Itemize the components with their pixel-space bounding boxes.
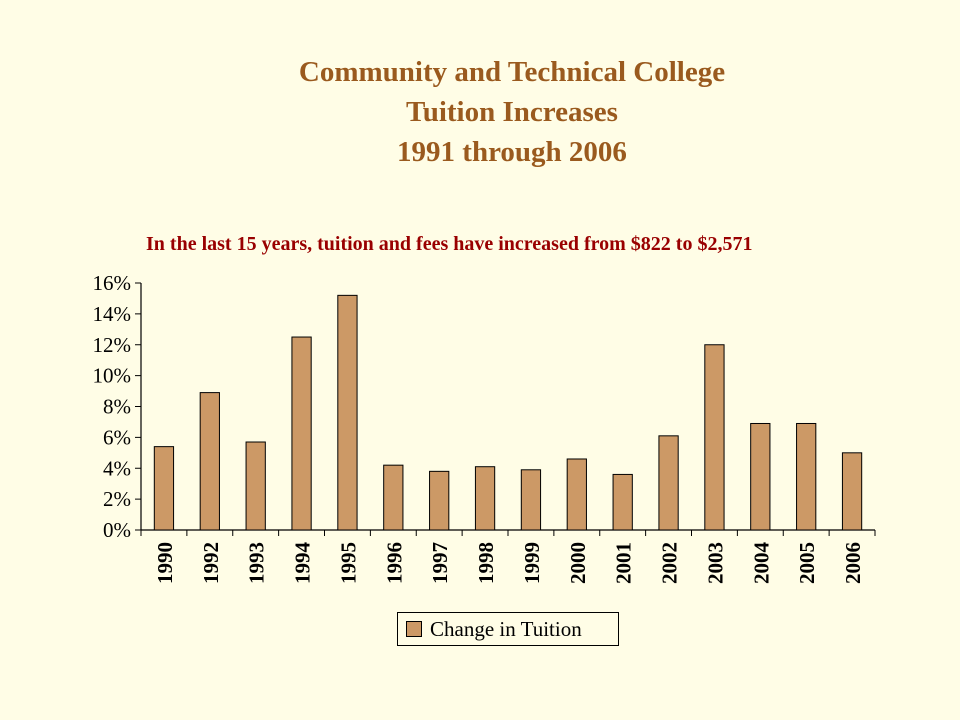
chart-legend: Change in Tuition [397, 612, 619, 646]
y-tick-label: 4% [103, 456, 131, 480]
y-tick-label: 10% [93, 364, 132, 388]
x-tick-label: 1990 [153, 542, 177, 584]
x-tick-label: 1996 [382, 542, 406, 584]
bar-2001 [612, 473, 633, 531]
chart-title: Community and Technical College Tuition … [0, 52, 960, 172]
x-tick-label: 1998 [474, 542, 498, 584]
bar-2003 [704, 344, 725, 531]
x-tick-label: 1995 [336, 542, 360, 584]
x-tick-label: 1994 [291, 542, 315, 585]
y-tick-label: 8% [103, 395, 131, 419]
bar-2002 [658, 435, 679, 531]
bar-2004 [750, 422, 771, 531]
bar-1993 [245, 441, 266, 531]
y-tick-label: 14% [93, 302, 132, 326]
legend-label: Change in Tuition [430, 616, 582, 641]
y-tick-label: 6% [103, 425, 131, 449]
x-tick-label: 1999 [520, 542, 544, 584]
x-tick-label: 2001 [612, 542, 636, 584]
x-tick-label: 1997 [428, 542, 452, 584]
title-line-1: Community and Technical College [298, 56, 726, 88]
bar-2005 [796, 422, 817, 531]
x-tick-label: 2000 [566, 542, 590, 584]
y-tick-label: 0% [103, 518, 131, 542]
title-line-3: 1991 through 2006 [397, 136, 627, 168]
x-tick-label: 2003 [703, 542, 727, 584]
legend-swatch [406, 621, 422, 637]
bar-2000 [566, 458, 587, 531]
bar-1995 [337, 294, 358, 531]
bar-1997 [429, 470, 450, 531]
x-tick-label: 1992 [199, 542, 223, 584]
bar-1992 [199, 392, 220, 531]
bar-1990 [153, 446, 175, 531]
bar-1998 [474, 466, 496, 531]
y-tick-label: 2% [103, 487, 131, 511]
bar-1994 [291, 336, 312, 531]
x-tick-label: 2002 [658, 542, 682, 584]
title-line-2: Tuition Increases [406, 96, 618, 128]
x-tick-label: 2005 [795, 542, 819, 584]
y-tick-label: 16% [93, 271, 132, 295]
x-tick-label: 2004 [749, 542, 773, 585]
bar-2006 [841, 452, 863, 531]
y-tick-label: 12% [93, 333, 132, 357]
bar-1996 [383, 464, 404, 531]
x-tick-label: 2006 [841, 542, 865, 584]
chart-subtitle: In the last 15 years, tuition and fees h… [146, 233, 753, 255]
x-tick-label: 1993 [245, 542, 269, 584]
bar-1999 [520, 469, 542, 531]
